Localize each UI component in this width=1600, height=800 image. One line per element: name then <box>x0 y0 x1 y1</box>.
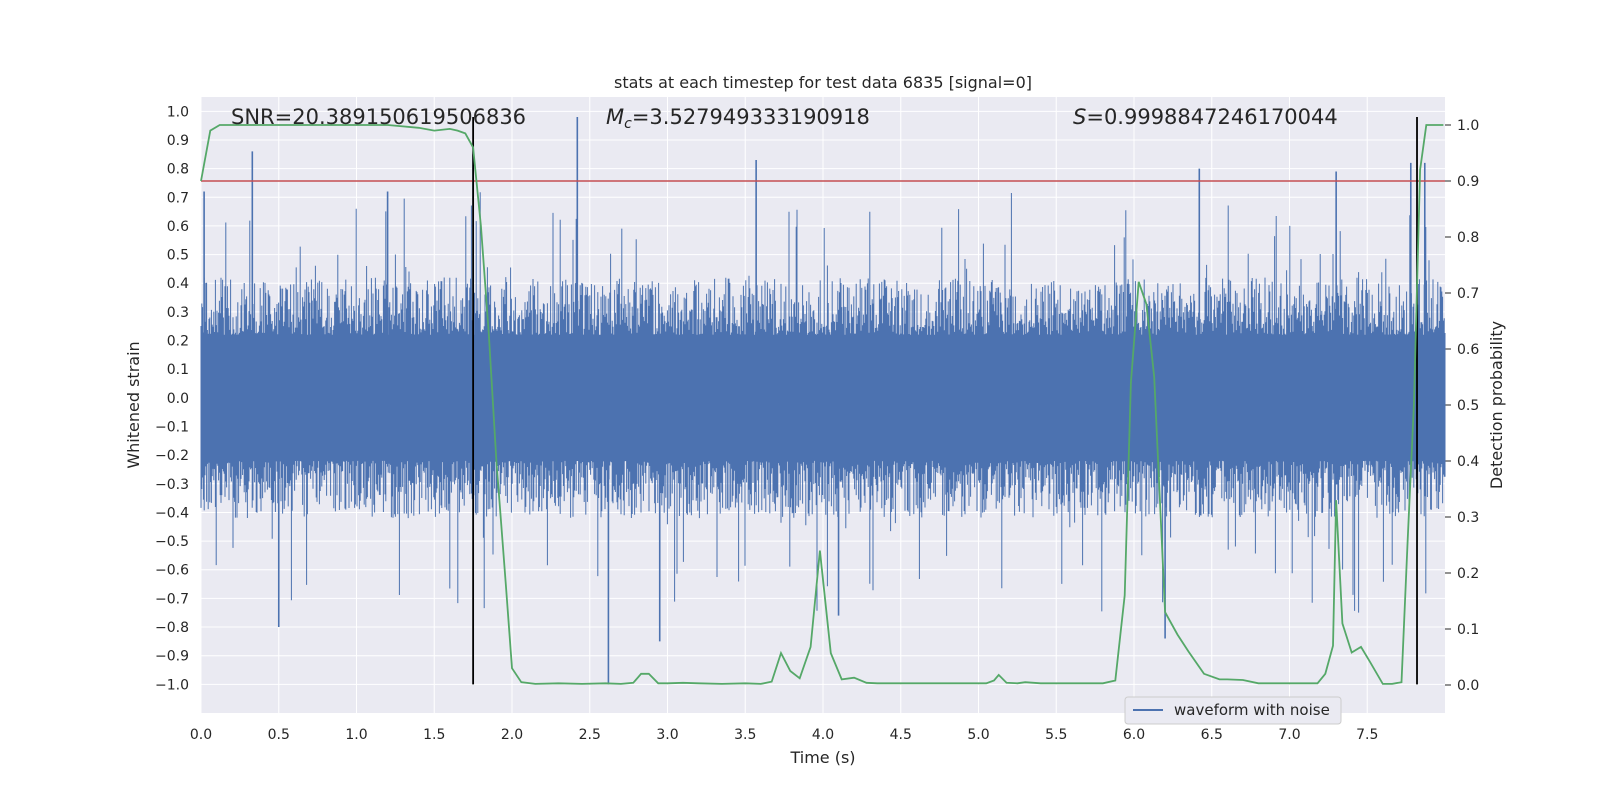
chart-title: stats at each timestep for test data 683… <box>614 73 1032 92</box>
y-tick-label: −0.8 <box>155 620 189 636</box>
y-axis-label: Whitened strain <box>124 341 143 468</box>
y-right-tick-labels: 1.0 0.9 0.8 0.7 0.6 0.5 0.4 0.3 0.2 0.1 0.0 <box>1457 118 1479 694</box>
y-tick-label: −0.6 <box>155 563 189 579</box>
snr-annotation: SNR=20.389150619506836 <box>231 105 526 129</box>
x-tick-label: 6.0 <box>1123 727 1145 743</box>
y-tick-label: −0.7 <box>155 591 189 607</box>
x-tick-label: 6.5 <box>1201 727 1223 743</box>
y-tick-label: 0.2 <box>167 334 189 350</box>
y-tick-label: 0.7 <box>167 190 189 206</box>
x-tick-label: 3.0 <box>656 727 678 743</box>
y-tick-label: −1.0 <box>155 677 189 693</box>
s-value: =0.9998847246170044 <box>1086 105 1337 129</box>
y-tick-label: 0.5 <box>167 248 189 264</box>
chirp-mass-annotation: Mc=3.527949333190918 <box>606 105 870 132</box>
y-tick-label: −0.3 <box>155 477 189 493</box>
y-right-tick-label: 0.9 <box>1457 174 1479 190</box>
x-tick-label: 3.5 <box>734 727 756 743</box>
x-tick-label: 4.5 <box>890 727 912 743</box>
y-right-tick-label: 0.3 <box>1457 510 1479 526</box>
y-tick-label: −0.1 <box>155 419 189 435</box>
x-tick-label: 2.0 <box>501 727 523 743</box>
x-axis-label: Time (s) <box>789 748 855 767</box>
x-tick-label: 7.0 <box>1278 727 1300 743</box>
x-tick-labels: 0.0 0.5 1.0 1.5 2.0 2.5 3.0 3.5 4.0 4.5 5.0 5.5 6.0 6… <box>190 727 1379 743</box>
y-tick-label: 0.8 <box>167 162 189 178</box>
y-tick-label: −0.4 <box>155 505 189 521</box>
mc-symbol: M <box>606 105 624 129</box>
y-right-tick-label: 0.0 <box>1457 678 1479 694</box>
x-tick-label: 5.0 <box>967 727 989 743</box>
y-right-tick-label: 0.6 <box>1457 342 1479 358</box>
y-tick-label: 1.0 <box>167 104 189 120</box>
detection-probability-line <box>200 124 1444 685</box>
x-tick-label: 4.0 <box>812 727 834 743</box>
y-tick-label: 0.4 <box>167 276 189 292</box>
y-right-tick-label: 0.5 <box>1457 398 1479 414</box>
y-right-tick-label: 0.2 <box>1457 566 1479 582</box>
x-tick-label: 1.0 <box>345 727 367 743</box>
y-tick-label: −0.9 <box>155 649 189 665</box>
y-right-axis-label: Detection probability <box>1487 321 1506 489</box>
y-right-gridlines <box>1445 124 1451 686</box>
mc-value: =3.527949333190918 <box>632 105 870 129</box>
legend-label: waveform with noise <box>1174 701 1330 719</box>
y-tick-label: 0.6 <box>167 219 189 235</box>
x-tick-label: 7.5 <box>1356 727 1378 743</box>
x-tick-label: 0.5 <box>268 727 290 743</box>
x-tick-label: 1.5 <box>423 727 445 743</box>
mc-subscript: c <box>624 116 632 132</box>
legend-box <box>1124 696 1342 725</box>
y-tick-label: −0.2 <box>155 448 189 464</box>
y-tick-label: −0.5 <box>155 534 189 550</box>
waveform-noise <box>200 192 1446 613</box>
x-tick-label: 2.5 <box>579 727 601 743</box>
legend: waveform with noise <box>1124 696 1342 725</box>
y-tick-label: 0.1 <box>167 362 189 378</box>
y-tick-label: 0.3 <box>167 305 189 321</box>
y-right-tick-label: 0.4 <box>1457 454 1479 470</box>
s-symbol: S <box>1073 105 1086 129</box>
x-tick-label: 0.0 <box>190 727 212 743</box>
y-tick-label: 0.9 <box>167 133 189 149</box>
y-right-tick-label: 0.1 <box>1457 622 1479 638</box>
x-tick-label: 5.5 <box>1045 727 1067 743</box>
y-tick-label: 0.0 <box>167 391 189 407</box>
score-annotation: S=0.9998847246170044 <box>1073 105 1338 129</box>
waveform-series <box>200 117 1446 685</box>
vertical-markers <box>472 117 1418 685</box>
y-right-tick-label: 0.8 <box>1457 230 1479 246</box>
y-right-tick-label: 0.7 <box>1457 286 1479 302</box>
y-tick-labels: 1.0 0.9 0.8 0.7 0.6 0.5 0.4 0.3 0.2 0.1 0.0 −0.1 −0.… <box>155 104 189 693</box>
y-right-tick-label: 1.0 <box>1457 118 1479 134</box>
